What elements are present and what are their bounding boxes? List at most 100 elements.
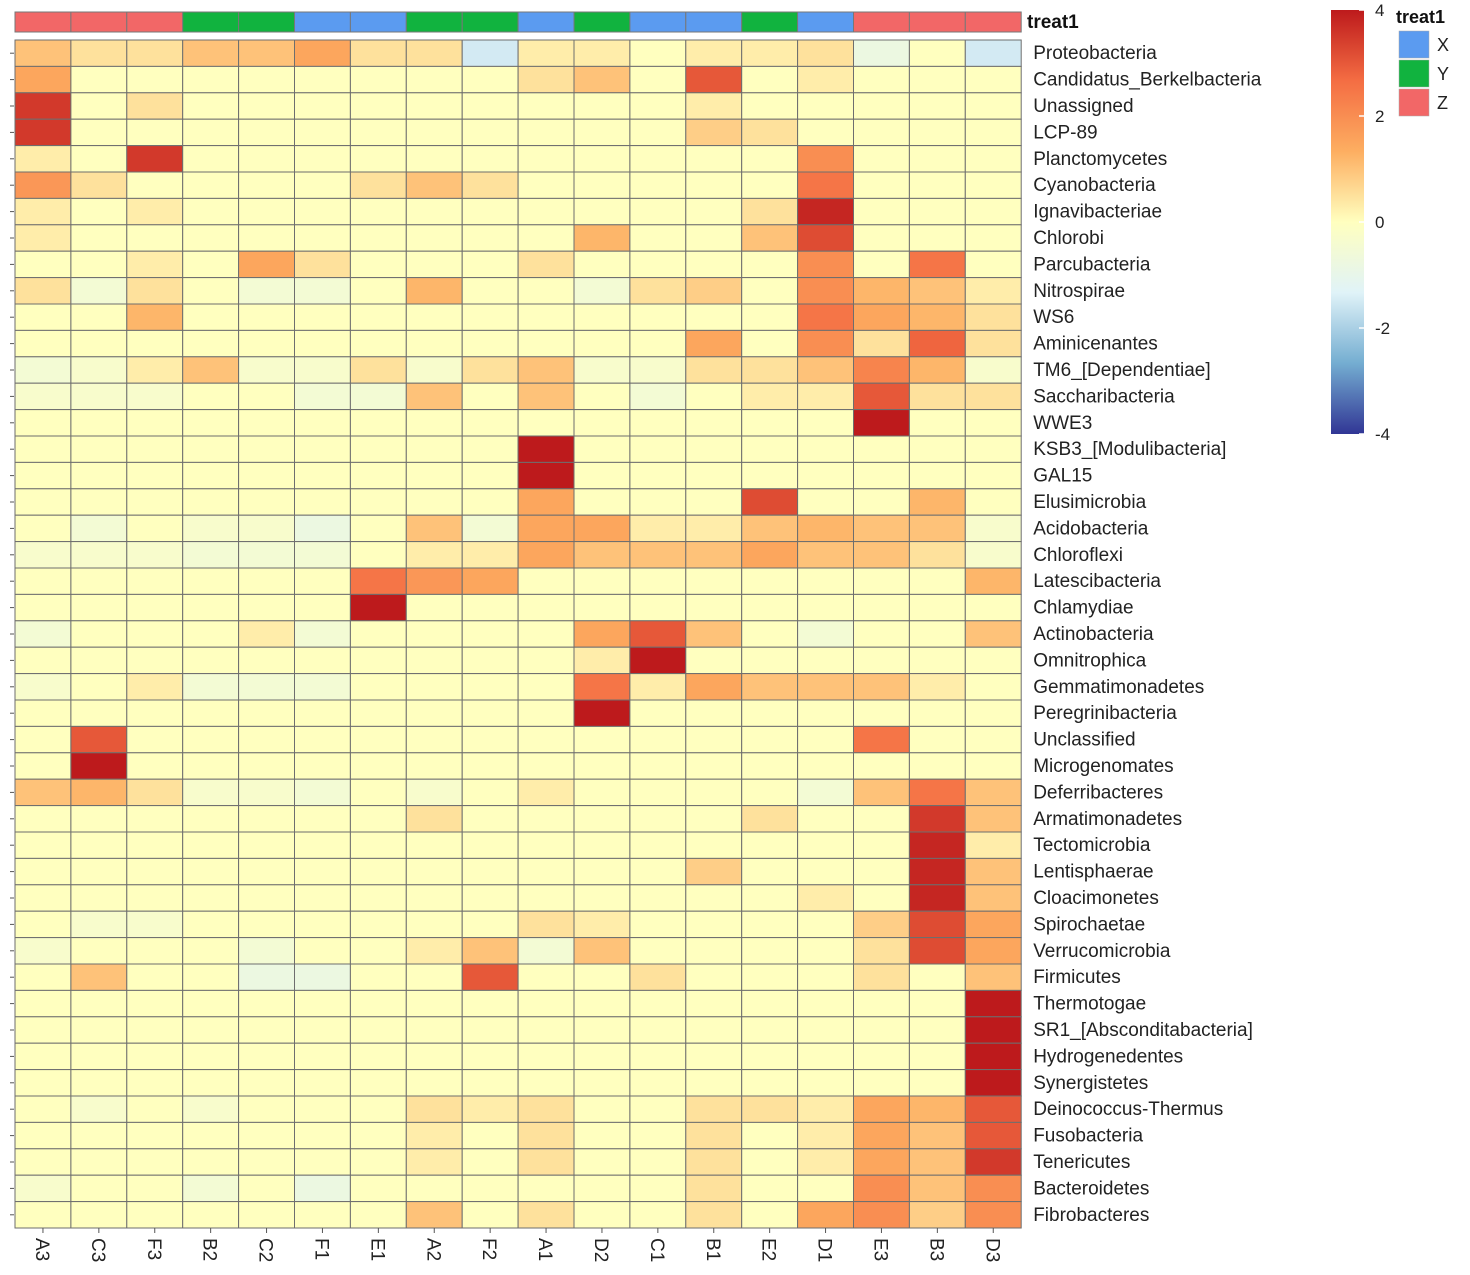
heatmap-cell [349,699,407,727]
heatmap-cell [573,1121,631,1150]
heatmap-cell [517,145,575,173]
heatmap-cell [573,514,631,543]
row-label: KSB3_[Modulibacteria] [1033,439,1226,460]
heatmap-cell [70,435,128,463]
heatmap-cell [741,1042,799,1071]
row-label: Elusimicrobia [1033,492,1146,513]
heatmap-cell [573,937,631,965]
heatmap-cell [573,435,631,463]
row-label: Candidatus_Berkelbacteria [1033,70,1262,91]
heatmap-cell [14,409,72,437]
heatmap-cell [14,963,72,991]
heatmap-cell [741,488,799,516]
heatmap-cell [405,646,463,675]
heatmap-cell [349,250,407,279]
heatmap-cell [238,857,296,886]
heatmap-cell [405,937,463,965]
row-label: WWE3 [1033,413,1092,434]
row-label: Hydrogenedentes [1033,1046,1183,1067]
heatmap-cell [629,805,687,833]
heatmap-cell [349,409,407,437]
heatmap-cell [126,435,184,463]
row-label: Aminicenantes [1033,334,1158,355]
heatmap-cell [461,910,519,939]
row-label: Fibrobacteres [1033,1205,1149,1226]
heatmap-cell [964,409,1022,437]
heatmap-cell [238,409,296,437]
column-label: F2 [478,1238,499,1260]
heatmap-cell [349,65,407,94]
heatmap-cell [461,329,519,358]
heatmap-cell [517,646,575,675]
heatmap-cell [573,356,631,384]
row-label: Peregrinibacteria [1033,703,1177,724]
heatmap-cell [853,620,910,648]
heatmap-cell [349,910,407,939]
heatmap-cell [685,620,743,648]
heatmap-cell [629,673,687,701]
heatmap-cell [685,92,743,120]
heatmap-cell [405,92,463,120]
heatmap-cell [964,171,1022,199]
heatmap-cell [629,989,687,1018]
heatmap-cell [853,963,910,991]
heatmap-cell [294,197,351,226]
heatmap-cell [182,1148,240,1176]
heatmap-cell [182,329,240,358]
heatmap-cell [964,1174,1022,1203]
heatmap-cell [517,224,575,252]
heatmap-cell [349,1174,407,1203]
heatmap-cell [70,92,128,120]
heatmap-cell [70,620,128,648]
colorbar-tick-label: 0 [1375,213,1384,232]
heatmap-cell [685,1148,743,1176]
row-label: Actinobacteria [1033,624,1154,645]
group-legend: treat1 XYZ [1396,7,1449,117]
heatmap-cell [964,699,1022,727]
heatmap-cell [853,197,910,226]
column-label: D1 [814,1238,835,1262]
heatmap-cell [182,1016,240,1044]
heatmap-cell [908,118,966,147]
heatmap-cell [70,409,128,437]
heatmap-cell [182,250,240,279]
heatmap-cell [853,699,910,727]
heatmap-cell [126,1148,184,1176]
heatmap-cell [964,1095,1022,1123]
heatmap-cell [70,382,128,411]
heatmap-cell [182,488,240,516]
heatmap-cell [238,1069,296,1097]
heatmap-cell [908,224,966,252]
heatmap-cell [14,1201,72,1229]
heatmap-cell [629,725,687,754]
column-labels: A3 C3 F3 B2 C2 F1 E1 A2 F2 A1 D2 C1 B1 E2 D1 E3 B3 D3 [31,1228,1002,1262]
heatmap-cell [126,92,184,120]
heatmap-cell [964,778,1022,807]
heatmap-cell [853,171,910,199]
heatmap-cell [853,145,910,173]
heatmap-cell [629,541,687,569]
heatmap-cell [461,752,519,780]
heatmap-cell [405,910,463,939]
heatmap-cell [573,910,631,939]
heatmap-cell [517,1174,575,1203]
heatmap-cell [964,1069,1022,1097]
heatmap-cell [238,461,296,490]
heatmap-cell [182,382,240,411]
heatmap-cell [238,1201,296,1229]
heatmap-cell [573,963,631,991]
heatmap-cell [908,277,966,305]
heatmap-cell [182,937,240,965]
heatmap-cell [238,303,296,331]
heatmap-cell [349,1016,407,1044]
heatmap-cell [126,937,184,965]
heatmap-cell [461,224,519,252]
heatmap-cell [741,461,799,490]
heatmap-cell [741,646,799,675]
annotation-cell-D1 [797,11,854,33]
heatmap-cell [70,277,128,305]
column-label: C1 [646,1238,667,1262]
heatmap-cell [294,857,351,886]
heatmap-cell [964,118,1022,147]
column-label: A1 [534,1238,555,1261]
